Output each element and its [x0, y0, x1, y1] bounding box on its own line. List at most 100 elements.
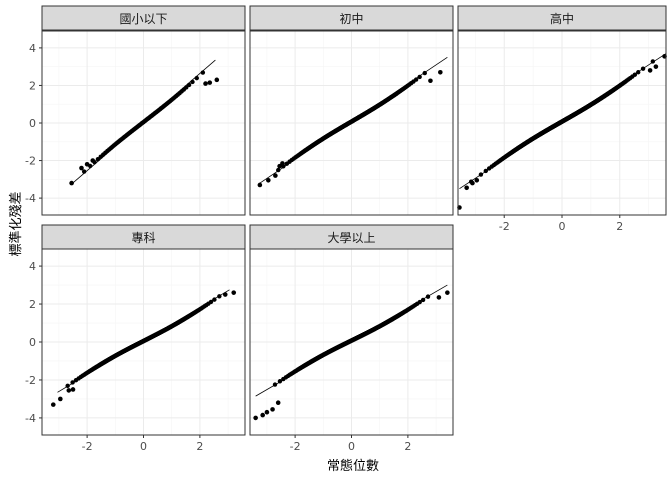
x-tick-label: 0	[559, 220, 566, 233]
qq-point	[478, 172, 484, 177]
x-tick-label: 2	[404, 440, 411, 453]
qq-points	[69, 70, 220, 186]
facet-panel: 國小以下	[41, 5, 246, 216]
qq-point	[217, 294, 222, 299]
qq-point	[640, 66, 646, 71]
y-tick-label: -2	[25, 374, 36, 387]
facet-strip-label: 高中	[550, 11, 574, 26]
qq-point	[184, 85, 189, 90]
qq-point	[231, 290, 237, 295]
y-tick-label: 4	[29, 42, 36, 55]
facet-strip	[41, 224, 246, 250]
qq-point	[425, 294, 431, 299]
qq-point	[253, 415, 258, 421]
qq-point	[276, 167, 281, 173]
x-axis-title: 常態位數	[327, 458, 379, 474]
y-tick-label: -4	[25, 412, 36, 425]
y-tick-label: -4	[25, 192, 36, 205]
qq-point	[214, 77, 220, 83]
qq-point	[277, 163, 282, 169]
qq-point	[438, 70, 443, 75]
facet-strip-label: 初中	[339, 11, 363, 26]
facet-strip-label: 專科	[131, 231, 155, 245]
x-tick-label: 0	[140, 440, 147, 453]
qq-point	[417, 299, 422, 305]
facet-strip	[457, 5, 667, 31]
qq-point	[428, 78, 433, 84]
x-tick-label: 2	[616, 220, 623, 233]
qq-point	[422, 70, 427, 76]
qq-point	[277, 379, 283, 384]
qq-point	[69, 180, 74, 186]
facet-panel: 大學以上	[249, 224, 454, 436]
qq-point	[84, 162, 90, 167]
qq-point	[264, 409, 270, 415]
qq-point	[413, 77, 419, 82]
qq-point	[420, 297, 426, 303]
qq-point	[647, 68, 653, 73]
qq-point	[445, 290, 450, 295]
y-tick-label: 2	[29, 79, 36, 92]
qq-point	[66, 388, 72, 393]
x-tick-label: 0	[348, 440, 355, 453]
qq-point	[70, 387, 76, 392]
qq-point	[273, 173, 278, 178]
qq-point	[483, 168, 488, 174]
x-tick-label: -2	[82, 440, 93, 453]
qq-point	[417, 74, 422, 80]
x-tick-label: -2	[290, 440, 301, 453]
facet-strip-label: 國小以下	[119, 12, 167, 26]
qq-point	[65, 383, 70, 389]
x-tick-label: 2	[196, 440, 203, 453]
facet-panel: 初中	[249, 5, 454, 216]
qq-points	[257, 70, 443, 188]
qq-point	[474, 177, 480, 183]
qq-point	[58, 396, 63, 402]
qq-point	[95, 156, 101, 162]
qq-points	[50, 290, 237, 407]
panel-border	[249, 30, 454, 216]
qq-point	[436, 295, 442, 300]
qq-point	[280, 161, 285, 166]
y-tick-label: 0	[29, 336, 36, 349]
qq-point	[207, 80, 213, 85]
facet-panel: 專科	[41, 224, 246, 436]
qq-point	[650, 59, 656, 64]
axes-layer: -4 -2 0 2 4 -2 0 2 -4 -2 0 2 4 -2 0 2 -2 0 2	[25, 42, 623, 453]
qq-point	[200, 70, 206, 75]
qq-point	[208, 299, 214, 305]
qq-point	[50, 402, 56, 407]
qq-point	[653, 64, 659, 69]
qq-point	[470, 180, 475, 186]
qq-point	[260, 412, 265, 418]
qq-point	[190, 79, 195, 85]
qq-point	[632, 72, 638, 77]
qq-point	[270, 407, 275, 412]
facet-panel: 高中	[457, 5, 667, 216]
qq-point	[266, 177, 271, 183]
qq-point	[222, 292, 228, 297]
facet-strip	[41, 5, 246, 31]
qq-point	[194, 75, 199, 81]
y-tick-label: 4	[29, 260, 36, 273]
qq-points	[457, 54, 667, 210]
facet-strip	[249, 224, 454, 250]
qq-point	[79, 165, 84, 171]
qq-point	[81, 169, 87, 174]
qq-point	[275, 400, 281, 406]
qq-point	[464, 185, 469, 191]
qq-point	[636, 70, 641, 75]
qq-point	[90, 158, 96, 163]
qq-point	[272, 382, 278, 387]
qq-point	[257, 182, 263, 188]
y-tick-label: 0	[29, 117, 36, 130]
qq-point	[212, 297, 217, 302]
qq-point	[70, 380, 75, 385]
y-tick-label: -2	[25, 155, 36, 168]
facet-strip	[249, 5, 454, 31]
qq-point	[203, 81, 208, 86]
y-axis-title: 標準化殘差	[8, 191, 24, 256]
facet-strip-label: 大學以上	[327, 231, 375, 245]
